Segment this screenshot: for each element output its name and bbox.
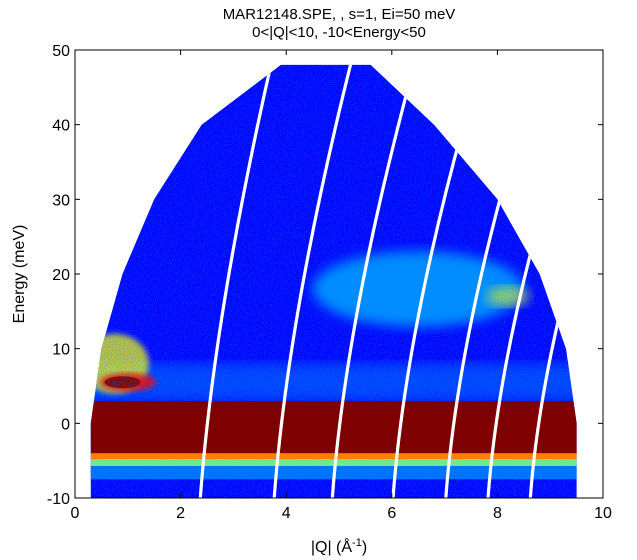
elastic-tail-1 (90, 464, 577, 480)
x-tick-label: 8 (493, 505, 502, 522)
y-tick-label: -10 (47, 491, 70, 508)
y-axis: -10 0 10 20 30 40 50 (47, 43, 603, 508)
x-tick-label: 10 (594, 505, 612, 522)
y-tick-label: 50 (52, 43, 70, 60)
heatmap (90, 64, 577, 498)
y-axis-label: Energy (meV) (11, 225, 28, 324)
y-tick-label: 10 (52, 342, 70, 359)
y-tick-label: 40 (52, 118, 70, 135)
y-tick-label: 30 (52, 192, 70, 209)
x-tick-label: 6 (387, 505, 396, 522)
elastic-tail-2 (90, 456, 577, 466)
elastic-line (90, 400, 577, 480)
x-tick-label: 2 (176, 505, 185, 522)
elastic-tail-3 (90, 451, 577, 460)
chart-title: MAR12148.SPE, , s=1, Ei=50 meV (222, 6, 456, 23)
detector-gap (330, 64, 420, 498)
x-axis: 0 2 4 6 8 10 (71, 50, 612, 522)
x-tick-label: 4 (282, 505, 291, 522)
detector-gap (272, 64, 356, 498)
detector-gap (198, 64, 276, 498)
x-tick-label: 0 (71, 505, 80, 522)
x-axis-label: |Q| (Å-1) (311, 537, 367, 556)
y-tick-label: 0 (61, 416, 70, 433)
chart-subtitle: 0<|Q|<10, -10<Energy<50 (252, 24, 426, 41)
y-tick-label: 20 (52, 267, 70, 284)
